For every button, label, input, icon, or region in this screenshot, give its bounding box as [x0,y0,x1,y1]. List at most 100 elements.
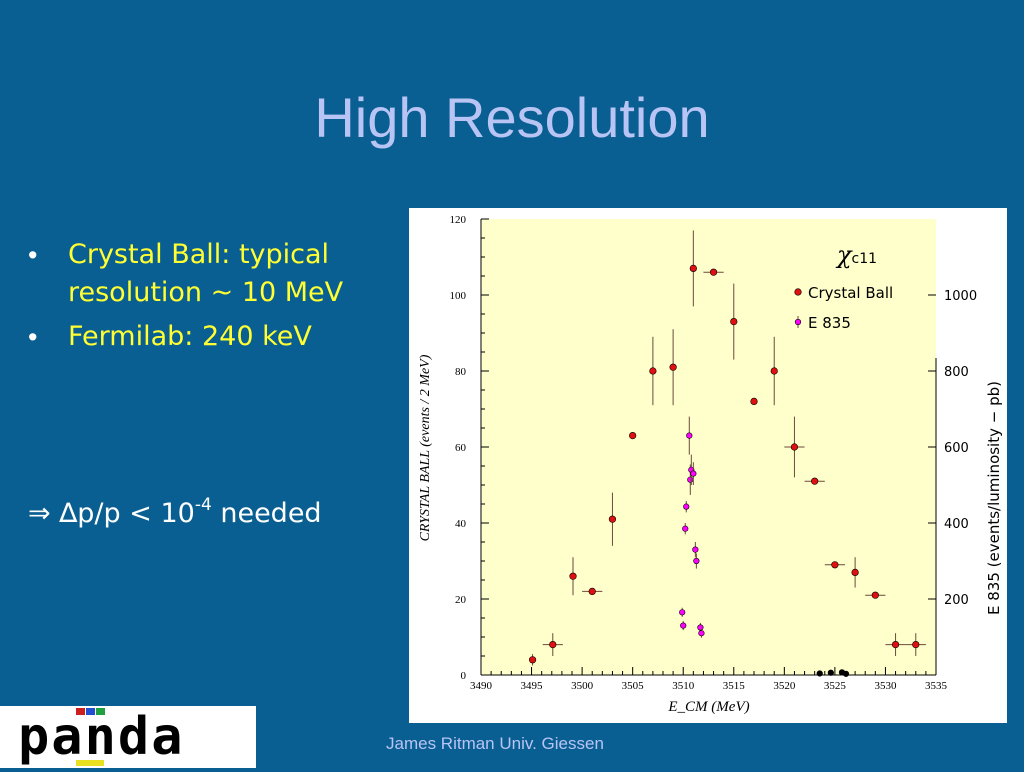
extra-point [842,670,850,677]
y-tick-label: 0 [461,670,467,682]
y-tick-label: 100 [450,290,467,302]
requirement-exponent: -4 [194,495,212,515]
data-point [608,515,617,523]
panda-logo: panda [0,706,256,768]
x-tick-label: 3510 [672,680,695,692]
x-tick-label: 3495 [521,680,544,692]
data-point [682,525,689,532]
e835-point [682,523,689,535]
y-tick-label: 40 [455,518,467,530]
data-point [730,317,738,326]
e835-point [692,542,699,558]
x-tick-label: 3505 [622,680,645,692]
data-point [679,609,686,616]
crystal-ball-point [804,477,825,485]
crystal-ball-point [865,591,886,599]
bullet-text: Fermilab: 240 keV [68,321,312,352]
crystal-ball-point [608,492,617,546]
crystal-ball-point [669,329,677,406]
data-point [690,470,697,477]
y2-tick-label: 600 [944,441,969,456]
y-tick-label: 60 [455,442,467,454]
implies-arrow-icon: ⇒ [28,498,51,529]
crystal-ball-point [824,561,845,569]
data-point [680,622,687,629]
data-point [851,568,859,577]
data-point [569,572,577,580]
bullet-marker: • [28,240,38,270]
crystal-ball-point [649,336,657,406]
crystal-ball-point [885,633,906,656]
data-point [816,670,823,677]
data-point [528,656,537,664]
y2-tick-label: 1000 [944,289,977,304]
extra-point [816,670,823,677]
legend-swatch [794,318,802,326]
y-tick-label: 120 [450,214,467,226]
crystal-ball-point [730,283,738,360]
data-point [689,264,697,273]
e835-point [686,416,693,455]
crystal-ball-point [784,416,805,478]
bullet-item-crystal-ball: • Crystal Ball: typical resolution ~ 10 … [28,236,398,312]
x-tick-label: 3535 [925,680,948,692]
footer-author: James Ritman Univ. Giessen [386,734,604,753]
e835-point [683,500,690,513]
e835-point [679,607,686,617]
data-point [811,477,819,485]
y-axis-label: CRYSTAL BALL (events / 2 MeV) [418,354,433,541]
x-tick-label: 3500 [571,680,594,692]
x-axis-label: E_CM (MeV) [667,699,749,715]
extra-point [827,669,834,676]
crystal-ball-point [528,654,537,666]
data-point [686,432,693,439]
legend: Crystal Ball E 835 [794,284,893,332]
chart-title: χc11 [835,241,877,269]
e835-point [693,553,700,569]
chi-c1-lineshape-chart: 3490 3495 3500 3505 3510 3515 3520 3525 3530 3535… [418,214,1003,715]
data-point [891,641,900,649]
data-point [588,587,596,596]
data-point [709,268,718,276]
data-point [871,591,879,599]
data-point [693,557,700,565]
data-point [831,561,839,569]
requirement-tail: needed [211,498,322,529]
data-point [770,367,778,375]
bullet-list: • Crystal Ball: typical resolution ~ 10 … [28,236,398,362]
data-point [649,367,657,375]
data-point [827,669,834,676]
x-tick-label: 3525 [824,680,847,692]
e835-point [698,628,705,638]
crystal-ball-point [569,557,577,596]
data-point [842,670,850,677]
plot-area [481,219,936,675]
delta-symbol: ∆ [59,498,78,529]
crystal-ball-point [582,587,603,596]
bullet-text: Crystal Ball: typical resolution ~ 10 Me… [68,239,344,308]
crystal-ball-point [851,557,859,588]
panda-logo-graphic: panda [18,707,185,767]
y2-axis-label: E 835 (events/luminosity − pb) [985,381,1003,615]
crystal-ball-point [703,268,724,276]
x-tick-label: 3520 [773,680,796,692]
x-tick-label: 3490 [470,680,493,692]
chart-panel: 3490 3495 3500 3505 3510 3515 3520 3525 3530 3535… [409,208,1007,723]
svg-text:panda: panda [18,707,185,767]
e835-point [680,621,687,631]
data-point [697,624,704,631]
data-point [687,476,694,483]
crystal-ball-point [542,633,563,656]
crystal-ball-point [905,633,926,656]
y2-tick-label: 200 [944,593,969,608]
legend-swatch [794,288,802,296]
resolution-requirement: ⇒ ∆p/p < 10-4 needed [28,494,322,534]
data-point [549,641,557,649]
data-point [698,630,705,637]
x-tick-label: 3515 [723,680,746,692]
data-marks [528,230,926,677]
data-point [692,546,699,553]
data-point [790,443,799,451]
data-point [683,503,690,510]
data-point [912,641,920,649]
